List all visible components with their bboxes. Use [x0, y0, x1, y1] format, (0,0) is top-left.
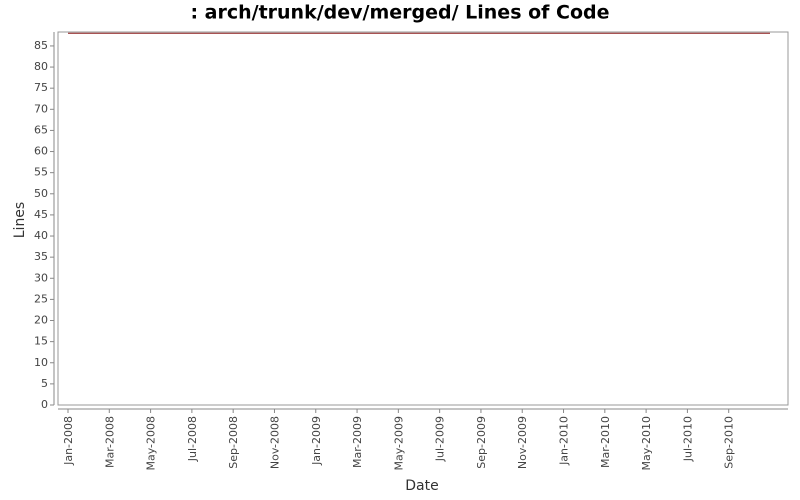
x-tick-label: Jul-2009: [434, 416, 447, 462]
x-tick-label: Nov-2008: [268, 416, 281, 469]
y-tick-label: 85: [34, 39, 48, 52]
y-tick-label: 80: [34, 60, 48, 73]
y-tick-label: 35: [34, 250, 48, 263]
y-tick-label: 50: [34, 187, 48, 200]
y-axis-label: Lines: [12, 202, 28, 238]
y-tick-label: 70: [34, 102, 48, 115]
x-tick-label: Jan-2009: [310, 416, 323, 466]
x-tick-label: Sep-2009: [475, 416, 488, 469]
y-tick-label: 60: [34, 145, 48, 158]
x-tick-label: Mar-2008: [103, 416, 116, 468]
x-tick-label: Jul-2010: [681, 416, 694, 462]
x-tick-label: Jul-2008: [186, 416, 199, 462]
y-tick-label: 20: [34, 314, 48, 327]
y-tick-label: 45: [34, 208, 48, 221]
y-tick-label: 5: [41, 377, 48, 390]
y-tick-label: 25: [34, 292, 48, 305]
x-tick-label: Jan-2010: [558, 416, 571, 466]
x-axis-label: Date: [405, 478, 438, 494]
x-tick-label: May-2009: [392, 416, 405, 471]
y-tick-label: 65: [34, 123, 48, 136]
x-tick-label: Sep-2008: [227, 416, 240, 469]
x-tick-label: May-2010: [640, 416, 653, 471]
y-tick-label: 75: [34, 81, 48, 94]
x-tick-label: Nov-2009: [516, 416, 529, 469]
y-tick-label: 40: [34, 229, 48, 242]
x-tick-label: Mar-2010: [599, 416, 612, 468]
y-tick-label: 10: [34, 356, 48, 369]
x-tick-label: May-2008: [145, 416, 158, 471]
x-tick-label: Mar-2009: [351, 416, 364, 468]
y-tick-label: 30: [34, 271, 48, 284]
x-tick-label: Jan-2008: [62, 416, 75, 466]
y-tick-label: 55: [34, 166, 48, 179]
x-tick-label: Sep-2010: [723, 416, 736, 469]
chart-title: : arch/trunk/dev/merged/ Lines of Code: [190, 2, 609, 24]
y-tick-label: 15: [34, 335, 48, 348]
plot-area: [57, 31, 789, 406]
y-tick-label: 0: [41, 398, 48, 411]
